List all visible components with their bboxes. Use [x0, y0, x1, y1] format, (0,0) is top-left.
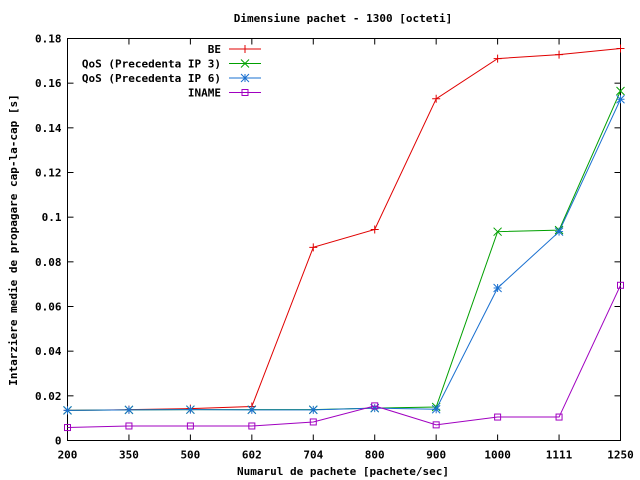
data-point — [432, 94, 441, 103]
legend-label: INAME — [188, 87, 221, 100]
data-point — [554, 227, 564, 237]
x-tick-label: 200 — [58, 449, 78, 462]
data-point — [371, 402, 379, 410]
data-point — [493, 227, 502, 237]
data-point — [63, 405, 72, 415]
data-point — [186, 405, 195, 415]
data-point — [555, 50, 564, 59]
legend-marker — [241, 45, 249, 53]
series-line — [67, 48, 621, 411]
legend-item: QoS (Precedenta IP 6) — [82, 72, 261, 85]
y-axis-title: Intarziere medie de propagare cap-la-cap… — [7, 94, 20, 385]
legend: BE QoS (Precedenta IP 3)QoS (Precedenta I… — [82, 43, 261, 100]
data-point — [125, 422, 133, 430]
x-tick-label: 1000 — [484, 449, 511, 462]
series-3 — [63, 94, 625, 415]
data-point — [493, 54, 502, 63]
series-4 — [64, 281, 624, 432]
data-point — [248, 422, 256, 430]
y-tick-label: 0.18 — [35, 33, 62, 46]
y-tick-label: 0.1 — [42, 211, 62, 224]
series-layer — [63, 44, 625, 432]
y-tick-label: 0.16 — [35, 77, 62, 90]
data-point — [308, 405, 318, 415]
data-point — [616, 94, 625, 104]
x-tick-label: 704 — [303, 449, 323, 462]
legend-marker — [241, 89, 249, 96]
data-point — [432, 421, 440, 429]
series-line — [67, 99, 621, 411]
series-2 — [63, 86, 625, 415]
x-tick-label: 350 — [119, 449, 139, 462]
legend-label: BE — [208, 43, 221, 56]
x-tick-label: 1111 — [546, 449, 573, 462]
plot-frame — [67, 38, 621, 441]
data-point — [370, 225, 379, 234]
data-point — [431, 404, 441, 414]
x-axis: 200 350 500 602 704 800 900 1000 1111 1250 — [58, 38, 634, 462]
legend-label: QoS (Precedenta IP 6) — [82, 72, 221, 85]
data-point — [124, 405, 134, 415]
x-tick-label: 500 — [180, 449, 200, 462]
data-point — [616, 44, 625, 53]
y-axis: 0 0.02 0.04 0.06 0.08 0.1 0.12 0.14 0.16 0.18 — [35, 33, 621, 448]
data-point — [309, 243, 318, 252]
x-axis-title: Numarul de pachete [pachete/sec] — [237, 465, 449, 478]
legend-marker — [240, 73, 250, 83]
data-point — [494, 413, 502, 421]
y-tick-label: 0.06 — [35, 301, 62, 314]
series-1 — [63, 44, 625, 415]
y-tick-label: 0.02 — [35, 390, 62, 403]
series-line — [67, 285, 621, 429]
data-point — [616, 86, 625, 96]
data-point — [370, 403, 380, 413]
y-tick-label: 0.14 — [35, 122, 62, 135]
x-tick-label: 800 — [365, 449, 385, 462]
y-tick-label: 0.12 — [35, 167, 62, 180]
x-tick-label: 900 — [426, 449, 446, 462]
data-point — [617, 281, 624, 289]
data-point — [309, 418, 317, 426]
data-point — [493, 283, 502, 293]
data-point — [64, 424, 71, 432]
legend-item: QoS (Precedenta IP 3) — [82, 58, 261, 71]
y-tick-label: 0 — [55, 435, 62, 448]
series-line — [67, 90, 621, 411]
legend-label: QoS (Precedenta IP 3) — [82, 58, 221, 71]
legend-item: INAME — [188, 87, 261, 100]
data-point — [555, 413, 563, 421]
chart-title: Dimensiune pachet - 1300 [octeti] — [234, 12, 453, 25]
data-point — [247, 405, 257, 415]
y-tick-label: 0.04 — [35, 345, 62, 358]
data-point — [186, 422, 194, 430]
x-tick-label: 1250 — [607, 449, 634, 462]
x-tick-label: 602 — [242, 449, 262, 462]
legend-marker — [240, 59, 250, 68]
y-tick-label: 0.08 — [35, 256, 62, 269]
legend-item: BE — [208, 43, 261, 56]
